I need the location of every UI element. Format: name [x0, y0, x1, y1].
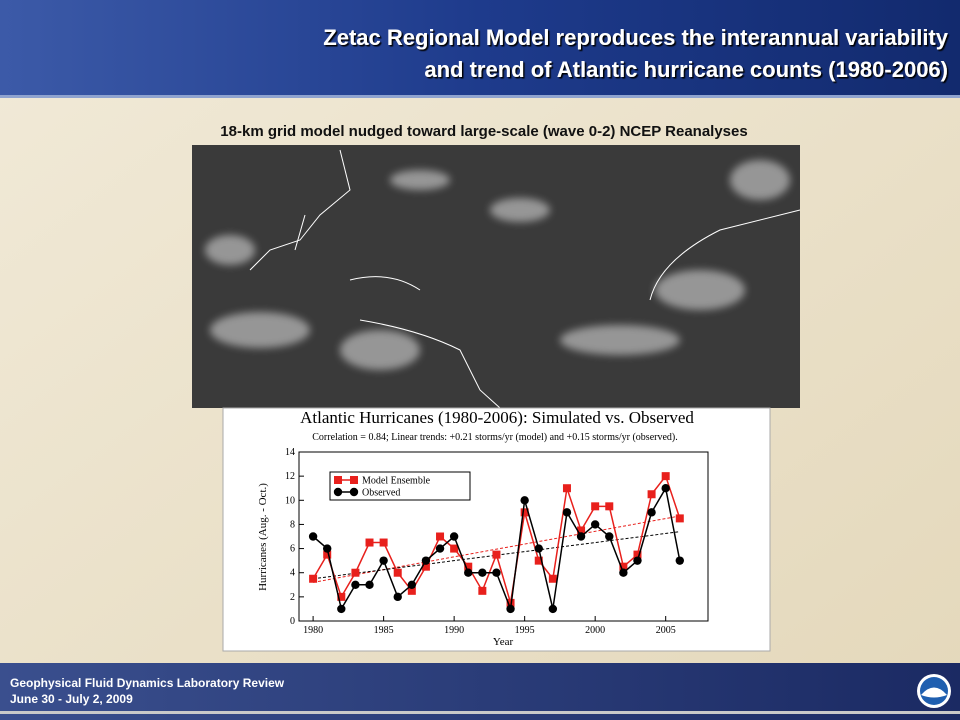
trend-line — [313, 531, 680, 580]
x-tick-label: 1985 — [374, 625, 394, 636]
footer-text: Geophysical Fluid Dynamics Laboratory Re… — [10, 676, 285, 690]
y-tick-label: 14 — [285, 447, 295, 458]
chart-title: Atlantic Hurricanes (1980-2006): Simulat… — [300, 408, 694, 427]
plot-frame — [298, 451, 709, 622]
marker — [534, 556, 543, 565]
marker — [633, 556, 642, 565]
marker — [351, 580, 360, 589]
footer-text: June 30 - July 2, 2009 — [10, 692, 133, 706]
y-tick-label: 10 — [285, 495, 295, 506]
marker — [379, 556, 388, 565]
marker — [605, 502, 614, 511]
marker — [350, 476, 358, 484]
marker — [619, 562, 628, 571]
marker — [334, 476, 342, 484]
marker — [379, 538, 388, 547]
satellite-image — [192, 145, 801, 409]
marker — [449, 532, 459, 541]
marker — [647, 490, 656, 499]
y-tick-label: 6 — [290, 544, 295, 555]
marker — [605, 532, 614, 541]
marker — [576, 532, 586, 541]
chart-panel — [222, 407, 771, 652]
y-tick-label: 12 — [285, 471, 295, 482]
marker — [661, 472, 670, 481]
marker — [421, 556, 431, 565]
marker — [548, 574, 557, 583]
x-tick-label: 1995 — [515, 625, 535, 636]
marker — [323, 550, 332, 559]
marker — [675, 514, 684, 523]
marker — [435, 544, 445, 553]
y-tick-label: 0 — [290, 616, 295, 627]
header-bar — [0, 0, 960, 95]
marker — [421, 562, 430, 571]
marker — [323, 544, 332, 553]
marker — [478, 586, 487, 595]
footer-bar — [0, 663, 960, 720]
marker — [365, 538, 374, 547]
marker — [520, 496, 529, 505]
marker — [675, 556, 684, 565]
marker — [464, 562, 473, 571]
x-tick-label: 1980 — [303, 625, 323, 636]
marker — [492, 550, 501, 559]
marker — [591, 502, 600, 511]
x-axis-label: Year — [493, 636, 514, 648]
marker — [577, 526, 586, 535]
marker — [393, 568, 402, 577]
marker — [393, 592, 402, 602]
image-caption: 18-km grid model nudged toward large-sca… — [220, 123, 747, 140]
marker — [633, 550, 642, 559]
slide-title: Zetac Regional Model reproduces the inte… — [323, 25, 948, 50]
marker — [333, 487, 343, 497]
marker — [520, 508, 529, 517]
marker — [349, 487, 359, 497]
marker — [661, 484, 670, 493]
y-axis-label: Hurricanes (Aug. - Oct.) — [257, 483, 269, 591]
marker — [534, 544, 543, 553]
marker — [562, 484, 571, 493]
marker — [478, 568, 487, 577]
noaa-logo — [917, 674, 951, 708]
marker — [548, 604, 558, 614]
marker — [351, 568, 360, 577]
marker — [309, 574, 318, 583]
marker — [308, 532, 318, 541]
x-tick-label: 2005 — [656, 625, 676, 636]
marker — [619, 568, 628, 577]
marker — [506, 598, 515, 607]
x-tick-label: 2000 — [585, 625, 605, 636]
marker — [337, 604, 346, 614]
marker — [590, 520, 600, 529]
marker — [337, 592, 346, 601]
chart-subtitle: Correlation = 0.84; Linear trends: +0.21… — [312, 432, 677, 443]
marker — [492, 568, 501, 577]
footer-rule — [0, 711, 960, 714]
marker — [450, 544, 459, 553]
chart: Atlantic Hurricanes (1980-2006): Simulat… — [257, 408, 709, 648]
marker — [562, 508, 572, 517]
marker — [407, 580, 417, 589]
marker — [365, 580, 374, 589]
header-rule — [0, 95, 960, 98]
marker — [464, 568, 473, 577]
legend-label: Observed — [362, 488, 400, 499]
y-tick-label: 2 — [290, 592, 295, 603]
y-tick-label: 4 — [290, 568, 295, 579]
y-tick-label: 8 — [290, 519, 295, 530]
marker — [647, 508, 656, 517]
slide-title: and trend of Atlantic hurricane counts (… — [424, 57, 948, 82]
x-tick-label: 1990 — [444, 625, 464, 636]
marker — [407, 586, 416, 595]
legend-label: Model Ensemble — [362, 476, 431, 487]
marker — [436, 532, 445, 541]
marker — [506, 604, 515, 614]
